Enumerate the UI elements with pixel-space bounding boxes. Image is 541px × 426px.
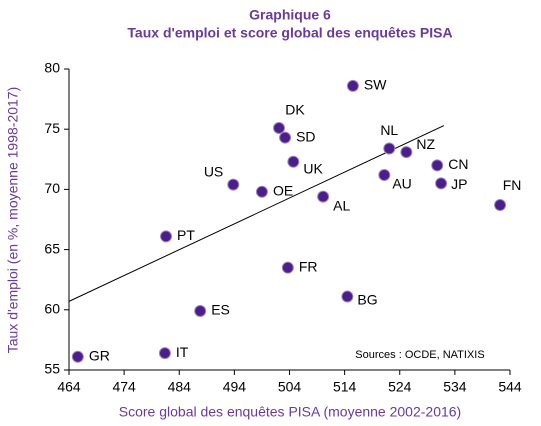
- point: [383, 142, 396, 155]
- x-tick-label: 544: [498, 379, 522, 395]
- point-label: UK: [303, 160, 323, 176]
- point: [431, 159, 444, 172]
- point: [71, 350, 84, 363]
- point-label: OE: [273, 183, 293, 199]
- point: [346, 79, 359, 92]
- point-label: GR: [89, 347, 110, 363]
- point-label: PT: [177, 227, 195, 243]
- point: [227, 178, 240, 191]
- y-tick-label: 70: [44, 180, 60, 196]
- point-label: NL: [380, 122, 398, 138]
- point-label: CN: [448, 156, 468, 172]
- source-note: Sources : OCDE, NATIXIS: [355, 349, 484, 361]
- x-axis-label: Score global des enquêtes PISA (moyenne …: [119, 404, 461, 420]
- x-tick-label: 484: [168, 379, 192, 395]
- point-label: JP: [451, 176, 467, 192]
- x-tick-label: 514: [333, 379, 357, 395]
- point: [279, 131, 292, 144]
- point-label: FR: [299, 258, 318, 274]
- point: [494, 199, 507, 212]
- point: [160, 230, 173, 243]
- point-label: AU: [392, 176, 411, 192]
- point: [281, 261, 294, 274]
- point: [158, 347, 171, 360]
- y-tick-label: 75: [44, 120, 60, 136]
- point-label: US: [204, 163, 223, 179]
- x-tick-label: 534: [443, 379, 467, 395]
- point: [378, 168, 391, 181]
- point: [287, 155, 300, 168]
- x-tick-label: 504: [278, 379, 302, 395]
- x-tick-label: 494: [223, 379, 247, 395]
- point: [400, 146, 413, 159]
- trend-line: [68, 125, 445, 302]
- point-label: SW: [364, 77, 387, 93]
- point: [341, 290, 354, 303]
- y-tick-label: 65: [44, 240, 60, 256]
- point-label: ES: [211, 302, 230, 318]
- y-axis-label: Taux d'emploi (en %, moyenne 1998-2017): [5, 87, 21, 354]
- point-label: DK: [285, 102, 305, 118]
- point-label: NZ: [416, 136, 435, 152]
- y-tick-label: 80: [44, 60, 60, 76]
- point-label: IT: [176, 344, 189, 360]
- chart-title: Graphique 6: [249, 7, 331, 23]
- x-tick-label: 464: [57, 379, 81, 395]
- point: [435, 177, 448, 190]
- point-label: BG: [357, 291, 377, 307]
- chart-subtitle: Taux d'emploi et score global des enquêt…: [127, 25, 452, 41]
- point-label: SD: [296, 128, 315, 144]
- point-label: AL: [333, 197, 350, 213]
- x-tick-label: 524: [388, 379, 412, 395]
- point: [194, 305, 207, 318]
- point: [255, 185, 268, 198]
- point: [273, 121, 286, 134]
- point-label: FN: [503, 177, 522, 193]
- point: [317, 190, 330, 203]
- x-tick-label: 474: [112, 379, 136, 395]
- y-tick-label: 55: [44, 361, 60, 377]
- y-tick-label: 60: [44, 301, 60, 317]
